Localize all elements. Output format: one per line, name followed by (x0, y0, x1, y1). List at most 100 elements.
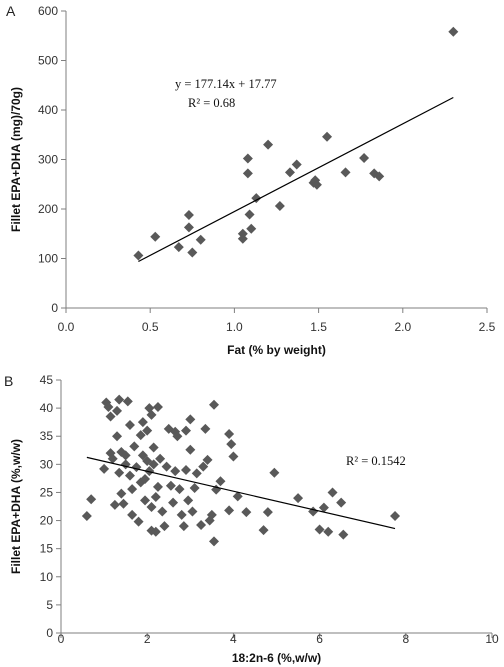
data-point (107, 453, 118, 464)
data-point (284, 167, 295, 178)
data-point (293, 493, 304, 504)
y-tick-label: 0 (46, 626, 53, 640)
y-tick-label: 500 (38, 54, 58, 68)
data-point (168, 497, 179, 508)
data-point (105, 411, 116, 422)
data-point (206, 509, 217, 520)
y-tick-label: 400 (38, 103, 58, 117)
data-point (196, 520, 207, 531)
data-point (114, 467, 125, 478)
data-point (183, 222, 194, 233)
data-point (242, 153, 253, 164)
data-point (374, 171, 385, 182)
panel-label: A (6, 3, 16, 19)
data-point (232, 491, 243, 502)
data-point (336, 497, 347, 508)
data-point (148, 442, 159, 453)
data-point (269, 467, 280, 478)
data-point (187, 247, 198, 258)
data-point (200, 423, 211, 434)
data-point (187, 506, 198, 517)
data-point (161, 461, 172, 472)
data-point (185, 414, 196, 425)
data-point (114, 394, 125, 405)
x-tick-label: 8 (402, 632, 409, 646)
data-point (127, 484, 138, 495)
data-point (390, 511, 401, 522)
data-point (237, 233, 248, 244)
x-tick-label: 4 (230, 632, 237, 646)
data-point (262, 507, 273, 518)
data-point (323, 526, 334, 537)
data-point (120, 459, 131, 470)
data-point (124, 470, 135, 481)
data-point (244, 209, 255, 220)
y-axis-label: Fillet EPA+DHA (mg)/70g) (9, 87, 23, 232)
data-point (215, 476, 226, 487)
data-point (116, 488, 127, 499)
y-tick-label: 0 (51, 301, 58, 315)
data-point (81, 511, 92, 522)
data-point (122, 396, 133, 407)
data-point (189, 482, 200, 493)
data-point (180, 425, 191, 436)
data-point (209, 399, 220, 410)
data-point (140, 495, 151, 506)
y-tick-label: 15 (40, 542, 54, 556)
data-point (99, 463, 110, 474)
data-point (311, 179, 322, 190)
data-point (178, 521, 189, 532)
data-point (241, 507, 252, 518)
x-tick-label: 2 (144, 632, 151, 646)
data-point (327, 487, 338, 498)
x-tick-label: 6 (316, 632, 323, 646)
data-point (180, 464, 191, 475)
x-tick-label: 0.0 (58, 320, 75, 334)
data-point (148, 459, 159, 470)
r-squared-label: R² = 0.1542 (346, 454, 406, 468)
data-point (142, 425, 153, 436)
data-point (150, 491, 161, 502)
equation-label: y = 177.14x + 17.77 (175, 77, 277, 91)
y-tick-label: 40 (40, 401, 54, 415)
data-point (263, 139, 274, 150)
data-point (191, 468, 202, 479)
y-tick-label: 30 (40, 457, 54, 471)
data-point (124, 419, 135, 430)
y-tick-label: 200 (38, 202, 58, 216)
x-axis-label: Fat (% by weight) (227, 343, 326, 357)
data-point (183, 495, 194, 506)
data-point (120, 450, 131, 461)
data-point (155, 453, 166, 464)
data-point (131, 462, 142, 473)
data-point (157, 506, 168, 517)
data-point (226, 439, 237, 450)
data-point (159, 521, 170, 532)
y-axis-label: Fillet EPA+DHA (%,w/w) (9, 439, 23, 574)
data-point (133, 250, 144, 261)
data-point (127, 509, 138, 520)
y-tick-label: 300 (38, 153, 58, 167)
data-point (170, 466, 181, 477)
data-point (202, 454, 213, 465)
chart-panel-a: 0 100 200 300 400 500 600 0.0 0.5 1.0 1.5 2.0 2.5 Fat… (6, 3, 496, 357)
data-point (176, 509, 187, 520)
data-point (228, 451, 239, 462)
data-point (174, 484, 185, 495)
data-point (448, 26, 459, 37)
trendline (86, 456, 396, 530)
data-point (183, 209, 194, 220)
data-point (291, 159, 302, 170)
y-tick-label: 5 (46, 598, 53, 612)
data-point (109, 499, 120, 510)
data-point (112, 405, 123, 416)
data-point (152, 481, 163, 492)
data-point (140, 473, 151, 484)
data-point (318, 502, 329, 513)
data-point (308, 506, 319, 517)
data-point (198, 461, 209, 472)
data-point (224, 505, 235, 516)
x-tick-label: 2.0 (394, 320, 411, 334)
y-tick-label: 10 (40, 570, 54, 584)
